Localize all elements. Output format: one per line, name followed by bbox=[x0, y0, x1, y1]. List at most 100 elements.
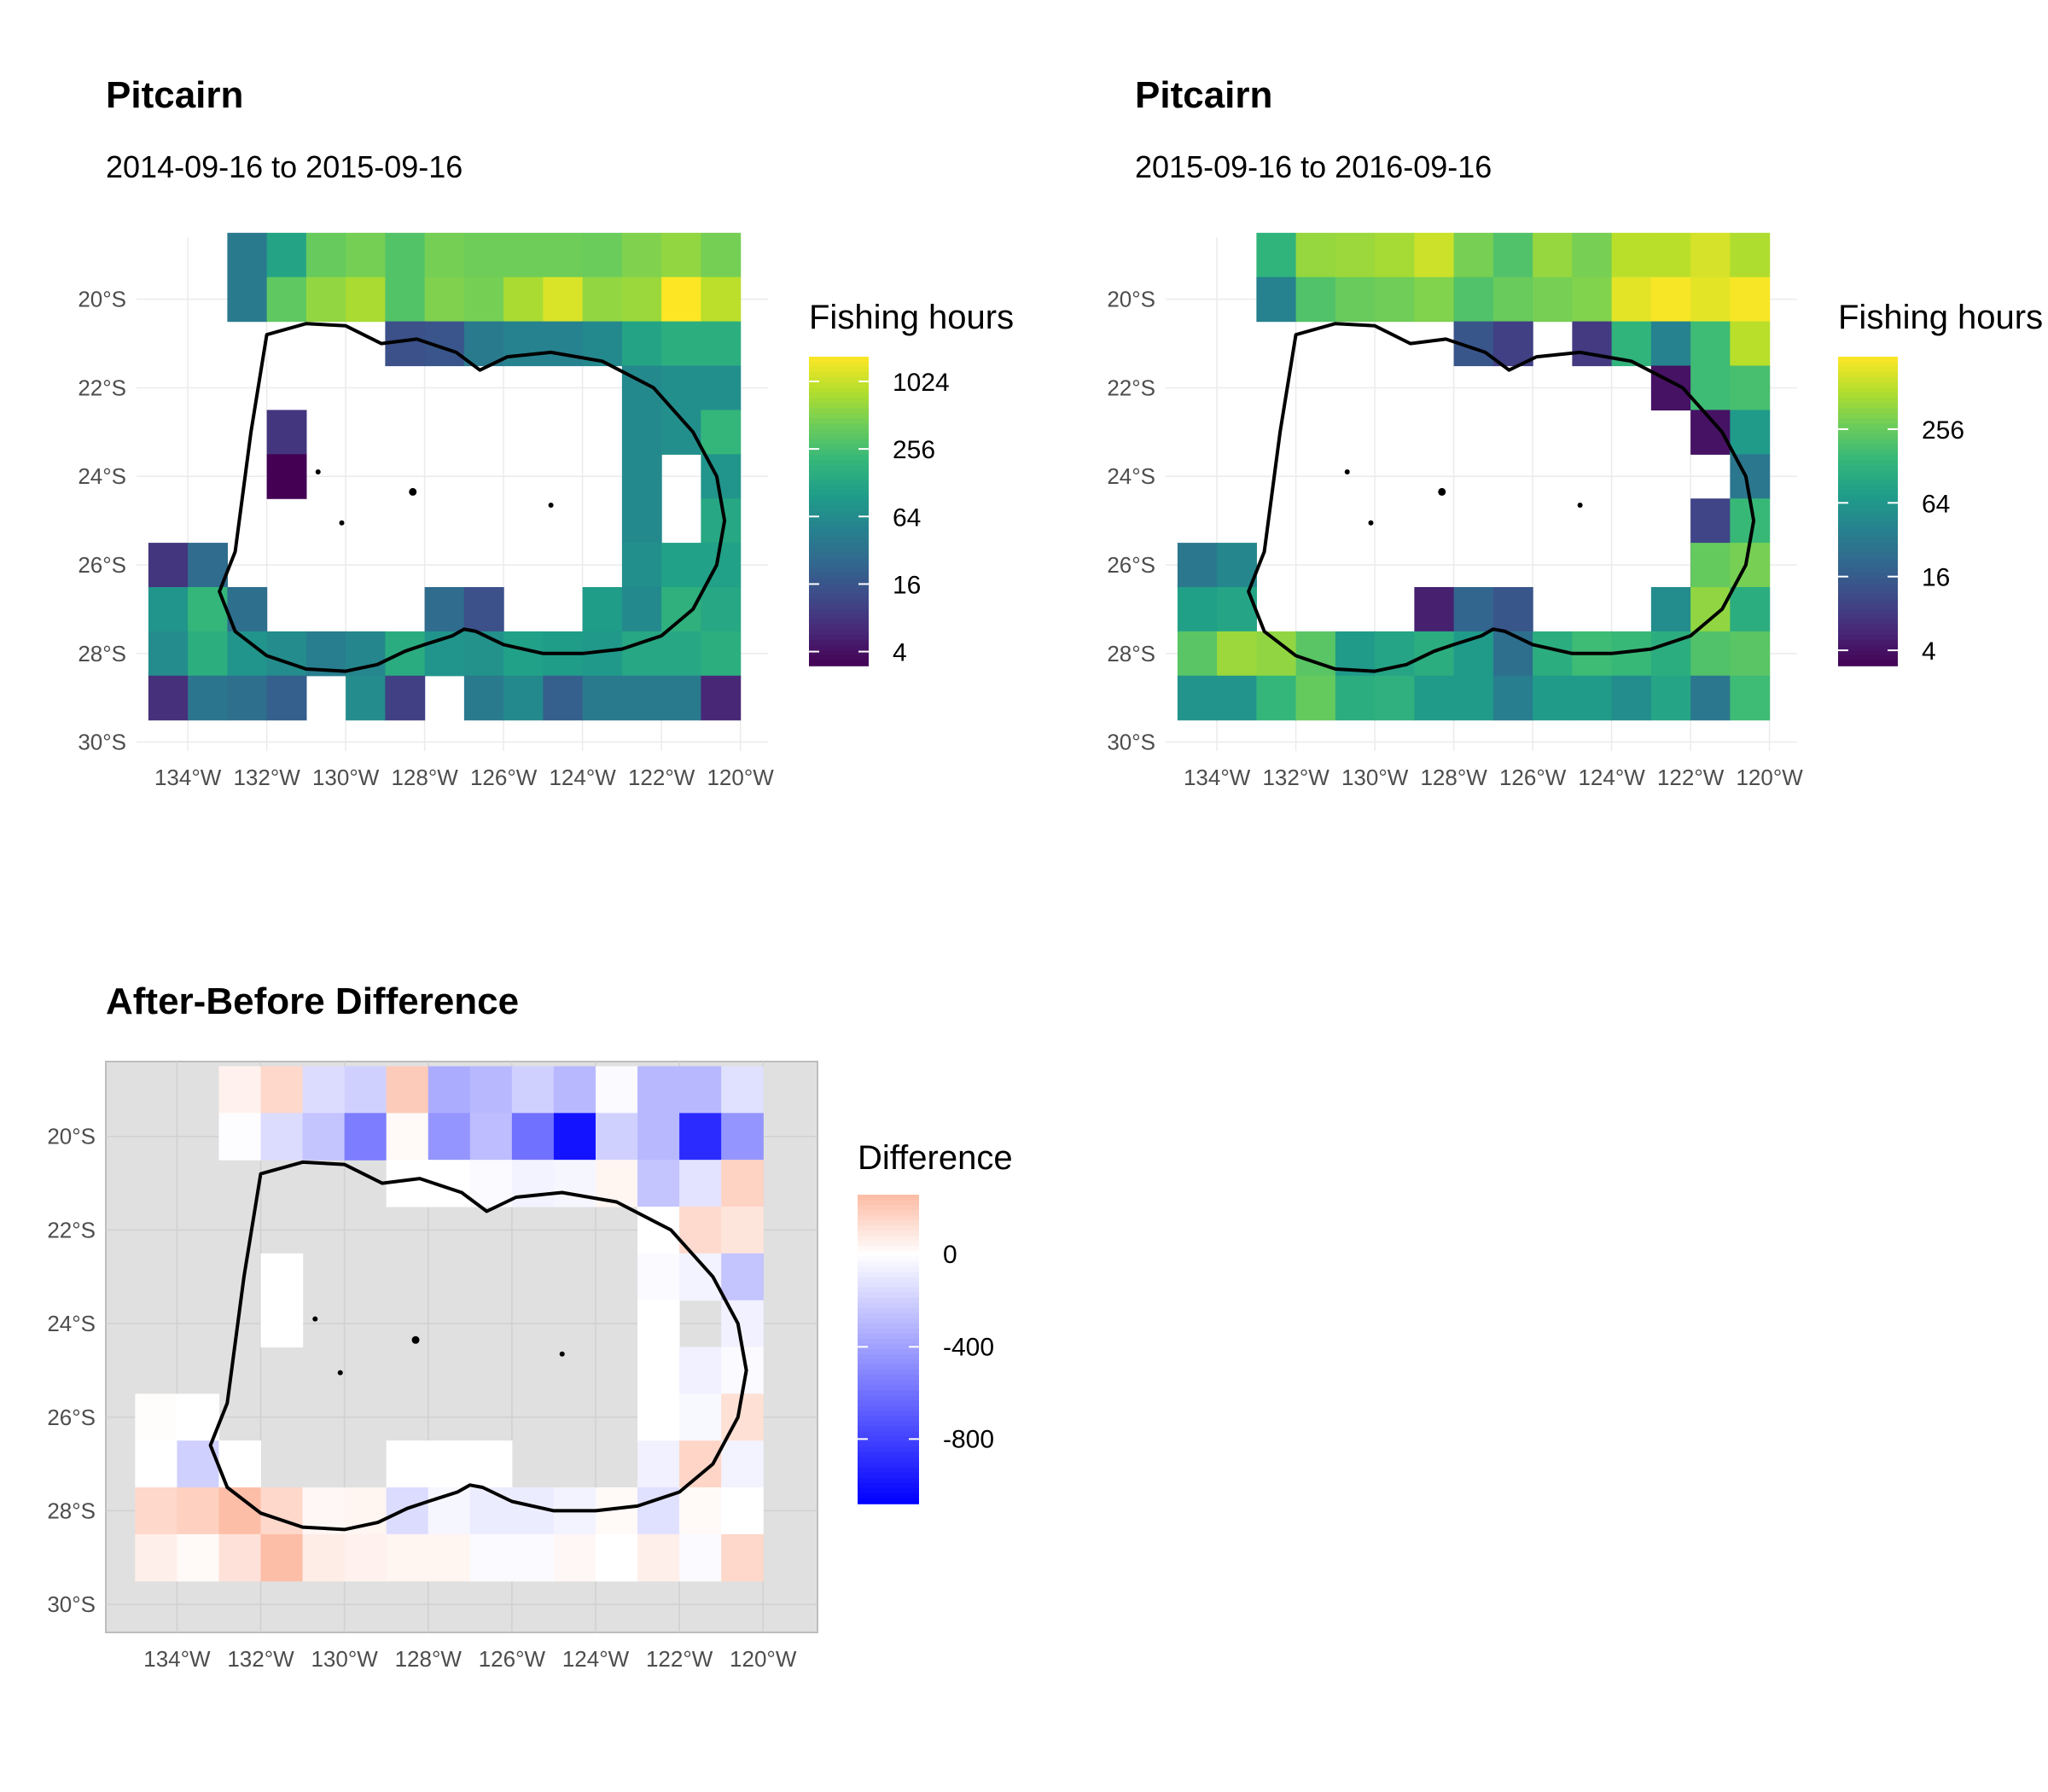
y-tick-label: 26°S bbox=[47, 1405, 96, 1430]
legend-color-step bbox=[809, 516, 869, 522]
legend-color-step bbox=[809, 480, 869, 486]
legend-color-step bbox=[809, 619, 869, 625]
legend-color-step bbox=[1838, 598, 1898, 605]
heatmap-cell bbox=[1217, 543, 1257, 588]
heatmap-cell bbox=[1492, 586, 1533, 632]
legend-color-step bbox=[858, 1359, 919, 1365]
heatmap-cell bbox=[721, 1160, 764, 1207]
heatmap-cell bbox=[1295, 631, 1336, 677]
heatmap-cell bbox=[260, 1066, 304, 1114]
x-tick-label: 134°W bbox=[143, 1646, 211, 1672]
heatmap-cell bbox=[227, 232, 268, 278]
heatmap-cell bbox=[661, 321, 701, 367]
heatmap-cell bbox=[721, 1487, 764, 1535]
heatmap-cell bbox=[701, 631, 742, 677]
legend-color-step bbox=[809, 598, 869, 605]
legend-color-step bbox=[809, 433, 869, 440]
x-tick-label: 124°W bbox=[549, 765, 616, 790]
legend-color-step bbox=[1838, 377, 1898, 383]
legend-color-step bbox=[1838, 500, 1898, 507]
legend-color-step bbox=[809, 578, 869, 585]
legend-color-step bbox=[858, 1400, 919, 1407]
legend-color-step bbox=[858, 1323, 919, 1329]
legend-color-step bbox=[1838, 527, 1898, 532]
eez-boundary bbox=[208, 1160, 748, 1532]
heatmap-cell bbox=[1375, 232, 1415, 278]
heatmap-cell bbox=[1453, 276, 1494, 323]
heatmap-cell bbox=[227, 631, 268, 677]
island-dot bbox=[1577, 502, 1583, 508]
heatmap-cell bbox=[177, 1533, 220, 1582]
y-tick-label: 24°S bbox=[47, 1311, 96, 1336]
legend-color-step bbox=[858, 1312, 919, 1319]
legend-color-step bbox=[809, 367, 869, 373]
x-tick-label: 126°W bbox=[479, 1646, 546, 1672]
heatmap-cell bbox=[1572, 321, 1613, 367]
x-tick-label: 120°W bbox=[707, 765, 774, 790]
legend-color-step bbox=[809, 449, 869, 456]
heatmap-cell bbox=[621, 454, 662, 499]
heatmap-cell bbox=[1730, 410, 1771, 455]
legend-color-step bbox=[858, 1251, 919, 1258]
y-tick-label: 22°S bbox=[47, 1217, 96, 1242]
legend-color-step bbox=[858, 1498, 919, 1504]
x-tick-label: 132°W bbox=[233, 765, 300, 790]
heatmap-cell bbox=[1690, 631, 1731, 677]
heatmap-plot: 134°W 132°W 130°W 128°W 126°W 124°W 122°W 120°W… bbox=[78, 232, 774, 790]
legend-color-step bbox=[1838, 644, 1898, 651]
color-legend: Fishing hours 4 16 64 256 1024 bbox=[809, 299, 1014, 667]
heatmap-cell bbox=[661, 586, 701, 632]
legend-color-step bbox=[1838, 547, 1898, 554]
legend-color-step bbox=[858, 1328, 919, 1335]
legend-color-step bbox=[858, 1492, 919, 1499]
legend-color-step bbox=[858, 1215, 919, 1221]
legend-color-step bbox=[1838, 573, 1898, 579]
heatmap-cell bbox=[1375, 276, 1415, 323]
legend-color-step bbox=[858, 1487, 919, 1494]
island-dot bbox=[409, 487, 417, 496]
legend-color-step bbox=[858, 1277, 919, 1283]
y-tick-label: 20°S bbox=[78, 287, 126, 312]
heatmap-cell bbox=[177, 1393, 220, 1441]
heatmap-cell bbox=[679, 1487, 722, 1535]
legend-color-step bbox=[858, 1338, 919, 1345]
heatmap-cell bbox=[1730, 232, 1771, 278]
heatmap-cell bbox=[1414, 675, 1455, 721]
y-tick-label: 20°S bbox=[1107, 287, 1155, 312]
heatmap-cell bbox=[679, 1533, 722, 1582]
y-tick-label: 30°S bbox=[47, 1591, 96, 1617]
x-tick-label: 122°W bbox=[646, 1646, 713, 1672]
heatmap-cell bbox=[1690, 276, 1731, 323]
heatmap-cell bbox=[1295, 276, 1336, 323]
legend-color-step bbox=[809, 624, 869, 631]
legend-color-step bbox=[809, 583, 869, 590]
heatmap-cell bbox=[1730, 365, 1771, 410]
legend-color-step bbox=[809, 464, 869, 471]
legend-color-step bbox=[1838, 495, 1898, 502]
legend-color-step bbox=[809, 459, 869, 466]
heatmap-cell bbox=[661, 543, 701, 588]
color-legend: Difference 0 -400 -800 bbox=[858, 1139, 1013, 1504]
heatmap-cell bbox=[637, 1347, 680, 1394]
legend-color-step bbox=[809, 357, 869, 363]
legend-color-step bbox=[809, 398, 869, 404]
panel-title: After-Before Difference bbox=[106, 980, 519, 1022]
legend-color-step bbox=[1838, 629, 1898, 636]
heatmap-plot: 134°W 132°W 130°W 128°W 126°W 124°W 122°W 120°W… bbox=[1107, 232, 1803, 790]
legend-color-step bbox=[1838, 418, 1898, 425]
heatmap-cell bbox=[1217, 675, 1257, 721]
heatmap-cell bbox=[637, 1393, 680, 1441]
legend-color-step bbox=[809, 423, 869, 430]
heatmap-cell bbox=[386, 1533, 429, 1582]
heatmap-cell bbox=[503, 276, 544, 323]
heatmap-cell bbox=[1730, 321, 1771, 367]
legend-color-step bbox=[1838, 464, 1898, 471]
heatmap-cell bbox=[621, 498, 662, 544]
heatmap-cell bbox=[1650, 276, 1691, 323]
legend-color-step bbox=[809, 567, 869, 574]
heatmap-cell bbox=[679, 1440, 722, 1488]
eez-boundary bbox=[218, 322, 727, 673]
color-legend: Fishing hours 4 16 64 256 bbox=[1838, 299, 2043, 666]
legend-color-step bbox=[809, 393, 869, 399]
legend-color-step bbox=[858, 1282, 919, 1289]
